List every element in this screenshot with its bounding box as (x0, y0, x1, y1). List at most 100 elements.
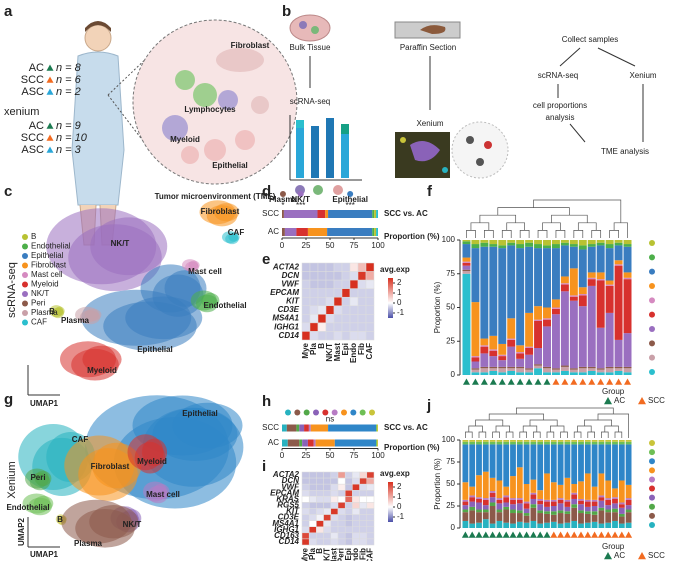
bar-segment (571, 492, 578, 495)
heat-cell (308, 538, 317, 546)
heat-cell (317, 322, 327, 332)
heat-cell (344, 490, 353, 497)
heat-cell (323, 508, 332, 515)
bar-segment (523, 522, 530, 528)
bar-segment (469, 486, 476, 496)
column-label: NK/T (322, 548, 331, 561)
series-dot (649, 326, 655, 332)
heat-cell (337, 490, 346, 497)
bar-segment (612, 508, 618, 513)
bar-segment (462, 262, 471, 266)
gene-label: CD163 (274, 531, 299, 540)
heat-cell (366, 538, 375, 546)
colorbar-title: avg.exp (380, 469, 410, 478)
bar-segment (578, 513, 584, 524)
heat-cell (349, 262, 359, 272)
workflow-text: cell proportions (533, 101, 587, 110)
heat-cell (341, 262, 351, 272)
bar-segment (584, 511, 591, 514)
bar-segment (489, 440, 496, 442)
heat-cell (357, 279, 367, 289)
heat-cell (309, 296, 319, 307)
heat-cell (323, 483, 332, 491)
bar-segment (471, 357, 480, 362)
dendrogram (577, 222, 597, 231)
heat-cell (308, 477, 317, 485)
bar-segment (560, 242, 569, 246)
bar-segment (571, 507, 578, 521)
bar-segment (482, 471, 489, 499)
triangle (579, 378, 587, 385)
bar-segment (516, 352, 525, 354)
bar-segment (569, 369, 578, 373)
panel-label: j (426, 397, 431, 414)
bar-segment (543, 318, 551, 320)
axis-label: Proportion (%) (384, 443, 440, 452)
triangle (46, 146, 54, 153)
bar-segment (523, 444, 530, 484)
bar-segment (578, 240, 587, 246)
triangle (604, 552, 612, 560)
triangle (471, 378, 479, 385)
bar-segment (578, 249, 587, 288)
bar-segment (462, 261, 471, 263)
heat-cell (341, 322, 351, 332)
bar-segment (489, 240, 498, 245)
heat-cell (325, 314, 335, 324)
bar-segment (564, 499, 571, 502)
colorbar-tick: 2 (397, 278, 402, 287)
y-tick-label: 75 (446, 457, 455, 466)
heat-cell (352, 532, 360, 540)
bar-segment (591, 486, 598, 500)
triangle (570, 531, 578, 538)
series-dot (350, 409, 357, 416)
bar-segment (550, 444, 557, 483)
bar-segment (283, 210, 318, 218)
legend-label: Endothelial (31, 242, 71, 251)
bar-segment (587, 279, 596, 286)
heat-cell (317, 331, 327, 341)
bar-segment (469, 497, 476, 502)
bar-segment (598, 444, 605, 474)
heat-cell (349, 271, 359, 281)
bar-segment (462, 241, 471, 245)
bar-segment (578, 306, 587, 367)
bar-segment (587, 244, 596, 247)
bar-segment (537, 523, 544, 528)
bar-segment (299, 424, 305, 432)
gene-label: RGS5 (277, 501, 299, 510)
bar-segment (605, 280, 614, 285)
bar-segment (578, 287, 587, 294)
gene-label: MS4A1 (272, 519, 299, 528)
series-dot (649, 522, 655, 528)
bar-segment (571, 498, 578, 505)
bar-segment (471, 244, 480, 249)
legend-label: Epithelial (31, 251, 64, 260)
heat-cell (352, 508, 360, 515)
legend-label: B (31, 232, 36, 241)
bar-segment (469, 506, 476, 511)
cluster-label: Epithelial (182, 409, 218, 418)
bar-segment (551, 307, 560, 309)
heat-cell (323, 477, 332, 485)
workflow-text: scRNA-seq (290, 97, 330, 106)
heat-cell (333, 296, 343, 307)
gene-label: MS4A1 (272, 314, 299, 323)
dendrogram (497, 207, 570, 216)
gene-label: KIT (286, 507, 300, 516)
heat-cell (309, 262, 319, 272)
bar-segment (618, 523, 625, 528)
bar-segment (614, 242, 623, 246)
bar-segment (489, 441, 496, 445)
heat-cell (359, 483, 368, 491)
bar-segment (510, 513, 516, 524)
column-label: Mye (301, 342, 310, 358)
bar-segment (498, 240, 507, 246)
bar-segment (560, 291, 569, 366)
cell-cluster (188, 260, 200, 270)
gene-label: DCN (282, 271, 300, 280)
triangle (523, 531, 531, 538)
bar-segment (516, 372, 525, 375)
annotation-dot (279, 191, 286, 197)
cell-label: Epithelial (212, 161, 248, 170)
